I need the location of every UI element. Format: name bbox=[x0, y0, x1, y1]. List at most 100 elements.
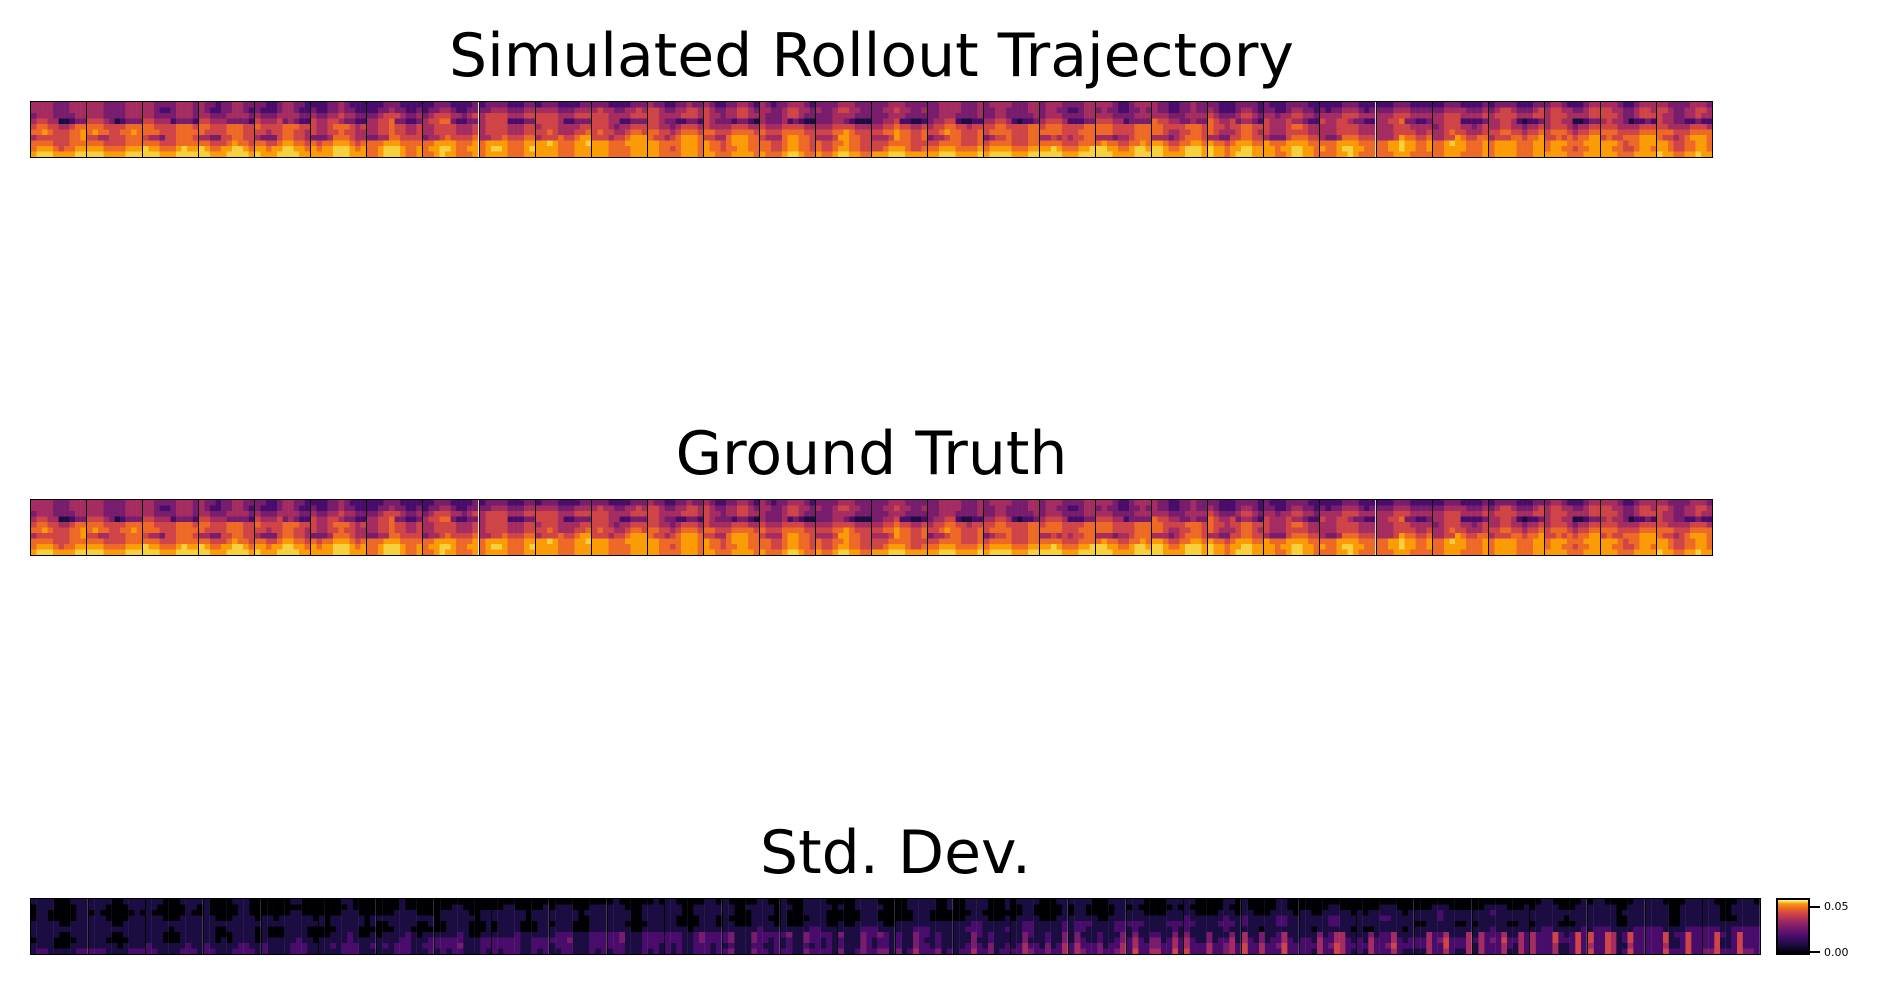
std-dev-frame bbox=[31, 899, 89, 954]
rollout-frame bbox=[1096, 102, 1153, 157]
std-dev-frame bbox=[780, 899, 839, 954]
ground-truth-frame bbox=[759, 500, 816, 555]
rollout-frame bbox=[815, 102, 872, 157]
ground-truth-frame bbox=[647, 500, 704, 555]
std-dev-frame bbox=[1530, 899, 1589, 954]
std-dev-frame bbox=[1472, 899, 1531, 954]
rollout-frame bbox=[1488, 102, 1545, 157]
rollout-frame bbox=[143, 102, 200, 157]
ground-truth-frame bbox=[255, 500, 312, 555]
std-dev-frame bbox=[1242, 899, 1300, 954]
std-dev-frame bbox=[896, 899, 954, 954]
rollout-frame bbox=[1040, 102, 1097, 157]
ground-truth-frame bbox=[1208, 500, 1265, 555]
ground-truth-frame bbox=[1152, 500, 1209, 555]
rollout-frame bbox=[703, 102, 760, 157]
rollout-frame bbox=[1376, 102, 1433, 157]
rollout-frame bbox=[1208, 102, 1265, 157]
std-dev-frame bbox=[377, 899, 435, 954]
rollout-frame bbox=[1320, 102, 1377, 157]
ground-truth-frame bbox=[1488, 500, 1545, 555]
std-dev-frame bbox=[1184, 899, 1243, 954]
ground-truth-frame bbox=[87, 500, 144, 555]
ground-truth-strip bbox=[30, 499, 1713, 556]
ground-truth-frame bbox=[423, 500, 480, 555]
std-dev-frame bbox=[953, 899, 1012, 954]
rollout-frame bbox=[479, 102, 536, 157]
ground-truth-frame bbox=[815, 500, 872, 555]
std-dev-frame bbox=[146, 899, 205, 954]
ground-truth-title: Ground Truth bbox=[675, 419, 1068, 489]
ground-truth-frame bbox=[1040, 500, 1097, 555]
rollout-frame bbox=[199, 102, 256, 157]
rollout-title: Simulated Rollout Trajectory bbox=[449, 21, 1294, 91]
colorbar bbox=[1776, 898, 1810, 955]
rollout-frame bbox=[1152, 102, 1209, 157]
ground-truth-frame bbox=[31, 500, 88, 555]
ground-truth-frame bbox=[1096, 500, 1153, 555]
rollout-frame bbox=[311, 102, 368, 157]
std-dev-frame bbox=[550, 899, 608, 954]
std-dev-frame bbox=[434, 899, 493, 954]
ground-truth-frame bbox=[928, 500, 985, 555]
ground-truth-frame bbox=[143, 500, 200, 555]
colorbar-tick-label-high: 0.05 bbox=[1824, 900, 1849, 913]
rollout-frame bbox=[31, 102, 88, 157]
rollout-frame bbox=[1600, 102, 1657, 157]
std-dev-frame bbox=[1126, 899, 1185, 954]
std-dev-frame bbox=[261, 899, 320, 954]
colorbar-tick-label-low: 0.00 bbox=[1824, 946, 1849, 959]
ground-truth-frame bbox=[1656, 500, 1712, 555]
std-dev-frame bbox=[88, 899, 147, 954]
ground-truth-frame bbox=[479, 500, 536, 555]
colorbar-tick-high bbox=[1810, 906, 1820, 908]
std-dev-frame bbox=[319, 899, 378, 954]
rollout-frame bbox=[1544, 102, 1601, 157]
ground-truth-frame bbox=[1376, 500, 1433, 555]
rollout-frame bbox=[1432, 102, 1489, 157]
std-dev-frame bbox=[1703, 899, 1761, 954]
rollout-frame bbox=[255, 102, 312, 157]
std-dev-frame bbox=[723, 899, 781, 954]
std-dev-frame bbox=[1299, 899, 1358, 954]
rollout-frame bbox=[647, 102, 704, 157]
std-dev-frame bbox=[665, 899, 724, 954]
ground-truth-frame bbox=[535, 500, 592, 555]
std-dev-frame bbox=[492, 899, 551, 954]
ground-truth-frame bbox=[591, 500, 648, 555]
ground-truth-frame bbox=[1432, 500, 1489, 555]
std-dev-frame bbox=[1069, 899, 1127, 954]
rollout-frame bbox=[423, 102, 480, 157]
ground-truth-frame bbox=[1264, 500, 1321, 555]
ground-truth-frame bbox=[984, 500, 1041, 555]
rollout-frame bbox=[759, 102, 816, 157]
rollout-frame bbox=[535, 102, 592, 157]
colorbar-tick-low bbox=[1810, 951, 1820, 953]
ground-truth-frame bbox=[1320, 500, 1377, 555]
rollout-frame bbox=[871, 102, 928, 157]
rollout-frame bbox=[1264, 102, 1321, 157]
std-dev-frame bbox=[1357, 899, 1416, 954]
rollout-frame bbox=[591, 102, 648, 157]
rollout-strip bbox=[30, 101, 1713, 158]
std-dev-frame bbox=[607, 899, 666, 954]
std-dev-frame bbox=[204, 899, 262, 954]
ground-truth-frame bbox=[311, 500, 368, 555]
std-dev-frame bbox=[1415, 899, 1473, 954]
rollout-frame bbox=[87, 102, 144, 157]
rollout-frame bbox=[928, 102, 985, 157]
std-dev-frame bbox=[1645, 899, 1704, 954]
rollout-frame bbox=[984, 102, 1041, 157]
ground-truth-frame bbox=[871, 500, 928, 555]
rollout-frame bbox=[367, 102, 424, 157]
std-dev-strip bbox=[30, 898, 1761, 955]
ground-truth-frame bbox=[1600, 500, 1657, 555]
std-dev-frame bbox=[1588, 899, 1646, 954]
std-dev-frame bbox=[1011, 899, 1070, 954]
ground-truth-frame bbox=[367, 500, 424, 555]
ground-truth-frame bbox=[703, 500, 760, 555]
ground-truth-frame bbox=[1544, 500, 1601, 555]
std-dev-title: Std. Dev. bbox=[760, 818, 1031, 888]
ground-truth-frame bbox=[199, 500, 256, 555]
std-dev-frame bbox=[838, 899, 897, 954]
